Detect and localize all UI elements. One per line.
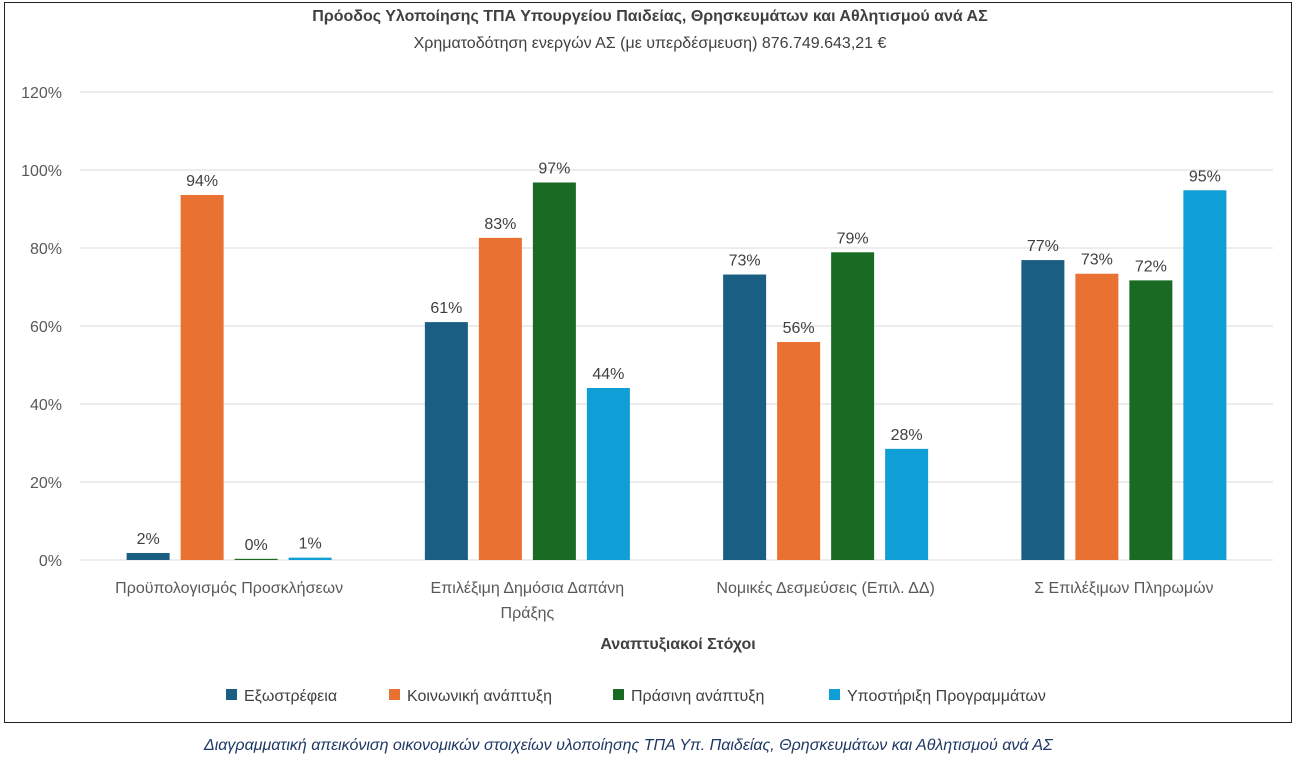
x-category-label: Σ Επιλέξιμων Πληρωμών [1034,580,1213,597]
legend-swatch [613,689,624,700]
bar [424,322,468,560]
data-label: 0% [245,537,268,554]
legend-label: Πράσινη ανάπτυξη [631,688,764,705]
data-label: 56% [783,320,815,337]
y-tick-label: 80% [30,241,62,258]
data-label: 1% [299,536,322,553]
y-tick-label: 120% [21,85,62,102]
x-category-label: Προϋπολογισμός Προσκλήσεων [115,580,343,597]
bar [126,552,170,560]
data-label: 79% [837,230,869,247]
bar [478,237,522,561]
bar [586,388,630,560]
legend-label: Υποστήριξη Προγραμμάτων [847,688,1046,705]
figure-caption: Διαγραμματική απεικόνιση οικονομικών στο… [204,737,1053,754]
bar [1129,280,1173,560]
bar [1021,260,1065,560]
bar-chart: 0% 20% 40% 60% 80% 100% 120% 2% 61% 73% 77% 94% 83%… [21,85,1273,705]
data-label: 44% [592,366,624,383]
x-category-label: Επιλέξιμη Δημόσια Δαπάνη [431,580,625,597]
bar [885,448,929,560]
y-tick-label: 60% [30,319,62,336]
legend-swatch [389,689,400,700]
legend-swatch [829,689,840,700]
y-tick-label: 0% [39,553,62,570]
bar [723,274,767,560]
data-label: 94% [186,173,218,190]
bar [532,182,576,561]
x-category-label: Πράξης [501,605,555,622]
x-axis-label: Αναπτυξιακοί Στόχοι [600,636,755,653]
legend-label: Κοινωνική ανάπτυξη [407,688,552,705]
y-tick-label: 20% [30,475,62,492]
data-label: 95% [1189,168,1221,185]
bar [234,558,278,560]
x-category-label: Νομικές Δεσμεύσεις (Επιλ. ΔΔ) [716,580,934,597]
bar [777,341,821,560]
bar [1075,273,1119,560]
data-label: 73% [729,253,761,270]
y-tick-label: 40% [30,397,62,414]
legend-label: Εξωστρέφεια [244,688,337,705]
data-label: 72% [1135,258,1167,275]
data-label: 73% [1081,252,1113,269]
legend-swatch [226,689,237,700]
bar [1183,190,1227,560]
data-label: 83% [484,216,516,233]
data-label: 97% [538,160,570,177]
bar [180,194,224,560]
data-label: 2% [137,531,160,548]
data-label: 28% [891,427,923,444]
bar [288,557,332,560]
chart-title: Πρόοδος Υλοποίησης ΤΠΑ Υπουργείου Παιδεί… [312,8,988,25]
bar [831,252,875,561]
chart-subtitle: Χρηματοδότηση ενεργών ΑΣ (με υπερδέσμευσ… [413,35,887,52]
data-label: 61% [430,300,462,317]
y-tick-label: 100% [21,163,62,180]
data-label: 77% [1027,238,1059,255]
